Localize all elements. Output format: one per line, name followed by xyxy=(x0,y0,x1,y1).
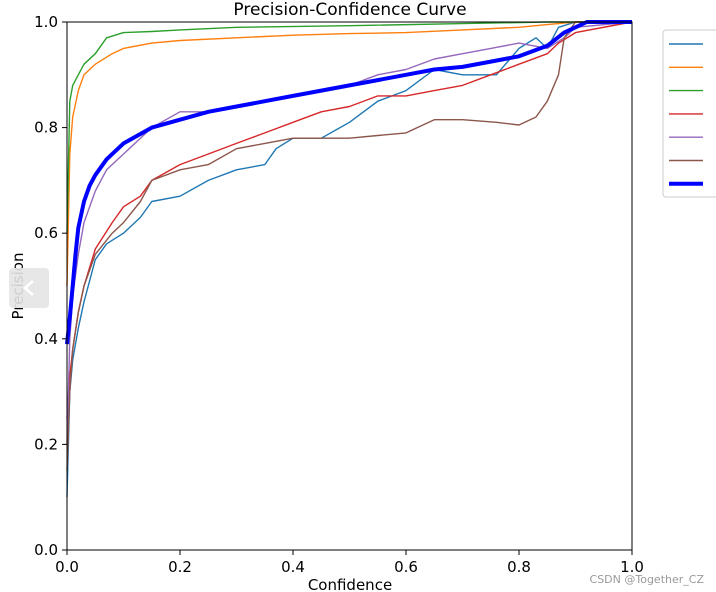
y-tick-label: 0.2 xyxy=(34,435,58,453)
y-tick-label: 1.0 xyxy=(34,13,58,31)
x-tick-label: 0.4 xyxy=(281,558,305,576)
plot-frame xyxy=(66,21,633,551)
y-tick-label: 0.4 xyxy=(34,330,58,348)
x-tick-label: 0.2 xyxy=(168,558,192,576)
chevron-left-icon xyxy=(23,280,34,296)
x-axis-title: Confidence xyxy=(308,576,392,592)
y-tick-label: 0.8 xyxy=(34,119,58,137)
x-tick-label: 0.6 xyxy=(394,558,418,576)
x-tick-label: 0.0 xyxy=(55,558,79,576)
series-line-6 xyxy=(66,21,632,471)
y-tick-label: 0.6 xyxy=(34,224,58,242)
y-axis: 0.0 0.2 0.4 0.6 0.8 1.0 xyxy=(34,13,67,559)
y-tick-label: 0.0 xyxy=(34,541,58,559)
x-axis: 0.0 0.2 0.4 0.6 0.8 1.0 xyxy=(55,550,644,576)
series-line-1 xyxy=(66,21,632,498)
x-tick-label: 0.8 xyxy=(507,558,531,576)
series-line-3 xyxy=(66,21,632,234)
watermark: CSDN @Together_CZ xyxy=(589,573,704,586)
series-line-4 xyxy=(66,21,633,419)
series-line-7 xyxy=(65,20,632,345)
series-line-2 xyxy=(66,21,632,287)
previous-image-button[interactable] xyxy=(9,268,49,308)
chart-title: Precision-Confidence Curve xyxy=(233,0,466,20)
legend xyxy=(662,29,716,198)
x-tick-label: 1.0 xyxy=(620,558,644,576)
series-layer xyxy=(65,20,633,498)
